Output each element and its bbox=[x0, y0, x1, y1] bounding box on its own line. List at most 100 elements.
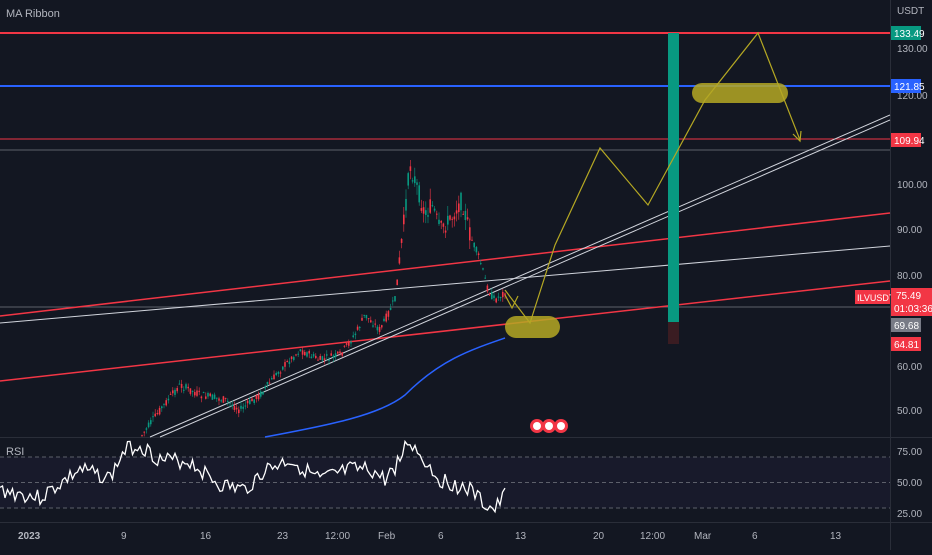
candle-body bbox=[361, 317, 363, 321]
parallel-trend-line-a[interactable] bbox=[149, 114, 891, 438]
candle-body bbox=[455, 210, 458, 214]
indicator-title[interactable]: MA Ribbon bbox=[6, 8, 60, 20]
rsi-tick: 25.00 bbox=[897, 509, 922, 520]
candle-body bbox=[504, 293, 506, 296]
time-tick: 20 bbox=[593, 531, 605, 542]
candle-body bbox=[334, 353, 337, 357]
candle-body bbox=[460, 192, 462, 211]
candle-body bbox=[271, 378, 273, 380]
channel-upper-line[interactable] bbox=[0, 212, 891, 317]
time-tick: 12:00 bbox=[325, 531, 350, 542]
candle-body bbox=[422, 207, 425, 214]
candle-body bbox=[266, 381, 269, 385]
candle-body bbox=[169, 393, 172, 395]
candle-body bbox=[323, 358, 326, 361]
candle-body bbox=[370, 320, 372, 323]
highlight-target-zone[interactable] bbox=[692, 83, 788, 103]
candle-body bbox=[282, 366, 284, 370]
candle-body bbox=[418, 185, 420, 203]
candle-body bbox=[352, 335, 354, 338]
candle-body bbox=[161, 406, 163, 409]
candle-body bbox=[244, 405, 247, 407]
time-tick: 6 bbox=[438, 531, 444, 542]
event-marker-core-icon bbox=[545, 422, 553, 430]
candle-body bbox=[264, 386, 266, 389]
candle-body bbox=[374, 323, 376, 325]
time-tick: 23 bbox=[277, 531, 289, 542]
time-tick: Mar bbox=[694, 531, 712, 542]
candle-body bbox=[409, 166, 412, 171]
candle-body bbox=[297, 353, 299, 355]
candle-body bbox=[359, 326, 361, 328]
candle-body bbox=[288, 361, 291, 364]
price-tick: 100.00 bbox=[897, 180, 928, 191]
candle-body bbox=[183, 389, 185, 391]
candle-body bbox=[246, 400, 249, 404]
candle-body bbox=[381, 325, 383, 328]
candle-body bbox=[229, 402, 231, 404]
white-trend-line[interactable] bbox=[0, 245, 891, 324]
candle-body bbox=[469, 227, 471, 241]
candle-body bbox=[462, 213, 464, 215]
candle-body bbox=[449, 215, 451, 220]
candle-body bbox=[196, 390, 198, 396]
time-tick: 2023 bbox=[18, 531, 41, 542]
candle-body bbox=[253, 399, 255, 404]
candle-body bbox=[480, 263, 482, 265]
rsi-title[interactable]: RSI bbox=[6, 446, 25, 458]
candle-body bbox=[350, 341, 352, 344]
price-tick: 80.00 bbox=[897, 271, 922, 282]
candle-body bbox=[180, 383, 183, 388]
parallel-trend-line-b[interactable] bbox=[159, 119, 891, 438]
highlight-entry-zone[interactable] bbox=[505, 316, 560, 338]
channel-lower-line[interactable] bbox=[0, 280, 891, 382]
tag-red-level bbox=[891, 133, 921, 147]
candle-body bbox=[497, 296, 500, 298]
candle-body bbox=[249, 399, 251, 404]
price-tick: 50.00 bbox=[897, 406, 922, 417]
time-axis[interactable]: 2023 9 16 23 12:00 Feb 6 13 20 12:00 Mar… bbox=[18, 531, 842, 542]
candle-body bbox=[262, 391, 264, 395]
candle-body bbox=[273, 374, 275, 380]
candle-body bbox=[156, 412, 159, 415]
candle-body bbox=[200, 396, 203, 399]
candle-body bbox=[396, 279, 398, 286]
main-pane-bg bbox=[0, 0, 890, 437]
candle-body bbox=[198, 390, 200, 392]
candle-body bbox=[444, 230, 447, 233]
candle-body bbox=[471, 239, 473, 241]
candle-body bbox=[310, 356, 313, 359]
candle-body bbox=[222, 396, 225, 403]
candle-body bbox=[150, 420, 152, 425]
candle-body bbox=[427, 215, 429, 217]
candle-body bbox=[317, 359, 319, 361]
candle-body bbox=[218, 398, 220, 401]
candle-body bbox=[464, 210, 467, 221]
candle-body bbox=[425, 210, 427, 215]
tag-countdown-text: 01:03:36 bbox=[894, 304, 932, 315]
event-marker-core-icon bbox=[533, 422, 541, 430]
tag-last-price bbox=[891, 288, 932, 316]
event-markers[interactable] bbox=[530, 419, 568, 433]
candle-body bbox=[224, 397, 227, 399]
candle-body bbox=[493, 295, 495, 298]
candle-body bbox=[207, 393, 209, 397]
candle-body bbox=[400, 238, 403, 243]
candle-body bbox=[220, 400, 222, 402]
tag-gray-level bbox=[891, 318, 921, 332]
forecast-path[interactable] bbox=[504, 31, 801, 325]
candle-body bbox=[145, 428, 148, 430]
tag-red-level-text: 109.94 bbox=[894, 136, 925, 147]
candle-body bbox=[326, 354, 328, 356]
candle-body bbox=[268, 382, 271, 384]
candle-body bbox=[473, 242, 475, 248]
candle-body bbox=[433, 208, 436, 211]
tag-symbol-text: ILVUSDT bbox=[857, 293, 895, 303]
projection-bar-base bbox=[668, 322, 679, 344]
tag-support bbox=[891, 337, 921, 351]
candle-body bbox=[158, 407, 161, 415]
projection-bar[interactable] bbox=[668, 33, 679, 322]
candle-body bbox=[216, 397, 218, 399]
